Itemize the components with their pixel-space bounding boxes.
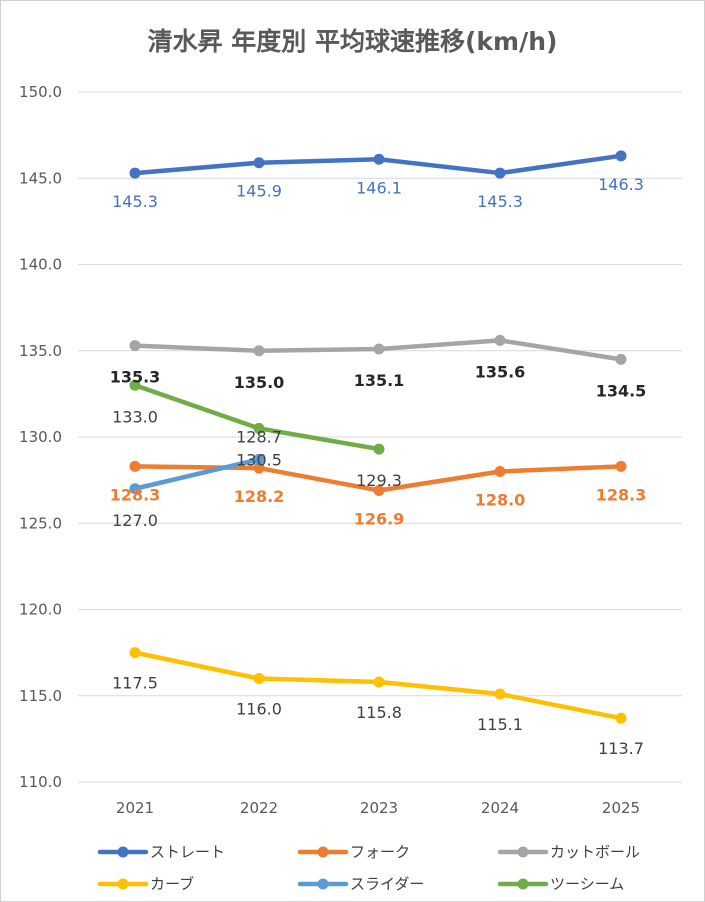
data-label: 135.1 — [354, 371, 405, 390]
data-labels: 145.3 145.9 146.1 145.3 146.3 128.3 128.2 126.9… — [110, 175, 647, 758]
legend-label: カーブ — [150, 875, 194, 893]
legend-label: カットボール — [550, 843, 640, 861]
data-label: 133.0 — [112, 407, 158, 426]
x-tick-label: 2021 — [116, 799, 154, 817]
data-label: 129.3 — [356, 471, 402, 490]
legend-swatch-marker — [117, 878, 129, 890]
data-point — [129, 379, 141, 391]
data-point — [129, 483, 141, 495]
data-label: 117.5 — [112, 674, 158, 693]
data-point — [129, 340, 141, 352]
series-line — [132, 457, 262, 491]
y-tick-label: 125.0 — [19, 514, 62, 532]
x-tick-label: 2022 — [240, 799, 278, 817]
y-tick-label: 150.0 — [19, 83, 62, 101]
data-point — [253, 345, 265, 357]
data-point — [253, 453, 265, 465]
data-label: 115.8 — [356, 703, 402, 722]
legend-label: スライダー — [350, 875, 424, 893]
data-point — [253, 157, 265, 169]
data-point — [615, 353, 627, 365]
y-axis-ticks: 110.0 115.0 120.0 125.0 130.0 135.0 140.0 145.0… — [19, 83, 62, 791]
data-label: 116.0 — [236, 700, 282, 719]
data-point — [253, 422, 265, 434]
data-point — [373, 443, 385, 455]
x-tick-label: 2023 — [360, 799, 398, 817]
data-label: 134.5 — [596, 381, 647, 400]
data-label: 135.3 — [110, 368, 161, 387]
data-point — [494, 167, 506, 179]
data-label: 130.5 — [236, 450, 282, 469]
x-tick-label: 2024 — [481, 799, 519, 817]
data-point — [129, 460, 141, 472]
y-tick-label: 145.0 — [19, 169, 62, 187]
data-label: 128.0 — [475, 491, 526, 510]
data-label: 128.3 — [110, 485, 161, 504]
y-tick-label: 110.0 — [19, 773, 62, 791]
data-label: 115.1 — [477, 715, 523, 734]
y-tick-label: 120.0 — [19, 601, 62, 619]
data-point — [615, 460, 627, 472]
y-tick-label: 140.0 — [19, 256, 62, 274]
legend-swatch-marker — [517, 878, 529, 890]
y-tick-label: 130.0 — [19, 428, 62, 446]
data-point — [615, 712, 627, 724]
data-label: 145.9 — [236, 182, 282, 201]
data-point — [129, 647, 141, 659]
x-axis-ticks: 2021 2022 2023 2024 2025 — [116, 799, 640, 817]
data-label: 145.3 — [112, 192, 158, 211]
data-point — [373, 484, 385, 496]
data-label: 135.0 — [234, 373, 285, 392]
data-label: 135.6 — [475, 362, 526, 381]
legend-label: ストレート — [150, 843, 225, 861]
data-label: 128.3 — [596, 485, 647, 504]
data-point — [253, 673, 265, 684]
y-tick-label: 135.0 — [19, 342, 62, 360]
legend-label: フォーク — [350, 843, 410, 861]
data-label: 127.0 — [112, 511, 158, 530]
data-label: 145.3 — [477, 192, 523, 211]
data-point — [494, 334, 506, 346]
legend-swatch-marker — [317, 846, 329, 858]
data-point — [253, 462, 265, 474]
legend-swatch-marker — [317, 878, 329, 890]
data-point — [373, 153, 385, 165]
data-label: 113.7 — [598, 739, 644, 758]
data-point — [494, 688, 506, 700]
data-label: 126.9 — [354, 509, 405, 528]
data-point — [615, 150, 627, 162]
series-lines — [129, 150, 627, 724]
y-tick-label: 115.0 — [19, 687, 62, 705]
legend-label: ツーシーム — [550, 875, 624, 893]
data-point — [129, 167, 141, 179]
chart-title: 清水昇 年度別 平均球速推移(km/h) — [147, 27, 558, 56]
legend-swatch-marker — [117, 846, 129, 858]
data-label: 146.1 — [356, 178, 402, 197]
data-point — [373, 676, 385, 688]
data-label: 146.3 — [598, 175, 644, 194]
data-label: 128.7 — [236, 427, 282, 446]
data-point — [373, 343, 385, 355]
legend-swatch-marker — [517, 846, 529, 858]
data-label: 128.2 — [234, 487, 285, 506]
data-point — [494, 466, 506, 477]
x-tick-label: 2025 — [602, 799, 640, 817]
